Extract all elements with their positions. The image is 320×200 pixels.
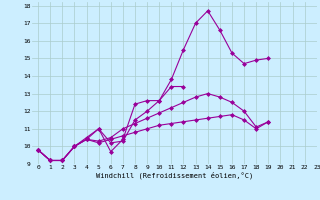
X-axis label: Windchill (Refroidissement éolien,°C): Windchill (Refroidissement éolien,°C) <box>96 172 253 179</box>
